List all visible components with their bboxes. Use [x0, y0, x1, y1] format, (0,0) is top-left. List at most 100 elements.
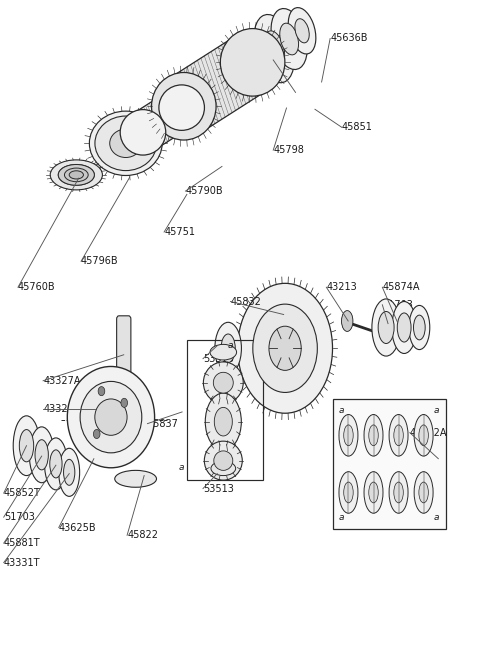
Ellipse shape — [152, 73, 216, 140]
Ellipse shape — [211, 461, 236, 476]
Ellipse shape — [394, 482, 403, 503]
Ellipse shape — [205, 393, 241, 450]
Ellipse shape — [210, 345, 237, 360]
Ellipse shape — [64, 168, 88, 181]
Ellipse shape — [372, 299, 400, 356]
Ellipse shape — [35, 440, 48, 470]
Ellipse shape — [213, 372, 233, 393]
Text: 43327A: 43327A — [43, 376, 81, 386]
Text: 51703: 51703 — [4, 512, 35, 522]
Ellipse shape — [110, 129, 142, 157]
Ellipse shape — [414, 472, 433, 514]
Ellipse shape — [64, 168, 88, 181]
Ellipse shape — [58, 164, 95, 185]
Ellipse shape — [80, 381, 142, 453]
Text: 45798: 45798 — [273, 55, 304, 65]
Text: 45881T: 45881T — [4, 538, 40, 548]
Ellipse shape — [120, 109, 166, 155]
Ellipse shape — [269, 326, 301, 370]
Ellipse shape — [339, 472, 358, 514]
Ellipse shape — [155, 120, 160, 133]
Text: 53513: 53513 — [203, 354, 234, 364]
Ellipse shape — [204, 441, 242, 480]
Ellipse shape — [215, 322, 241, 374]
Text: 45760B: 45760B — [18, 282, 56, 292]
Ellipse shape — [364, 472, 383, 514]
Ellipse shape — [163, 107, 173, 130]
Text: 45852T: 45852T — [4, 488, 41, 498]
Ellipse shape — [288, 8, 316, 54]
Text: 43328: 43328 — [43, 403, 74, 414]
Ellipse shape — [339, 415, 358, 456]
Text: 45636B: 45636B — [330, 33, 368, 43]
Polygon shape — [136, 87, 189, 153]
Text: 45832: 45832 — [230, 297, 262, 307]
Ellipse shape — [295, 19, 309, 43]
Ellipse shape — [95, 116, 156, 170]
Text: 45822: 45822 — [127, 531, 158, 540]
Text: 43625B: 43625B — [59, 523, 96, 533]
Ellipse shape — [254, 14, 294, 83]
Ellipse shape — [342, 311, 352, 331]
Text: a: a — [179, 462, 184, 472]
Ellipse shape — [220, 29, 285, 96]
Ellipse shape — [115, 470, 156, 487]
Ellipse shape — [50, 450, 62, 478]
Polygon shape — [173, 31, 263, 137]
Text: 45851: 45851 — [342, 122, 373, 132]
FancyBboxPatch shape — [333, 399, 446, 529]
Text: 45837: 45837 — [147, 419, 179, 428]
Text: 53513: 53513 — [203, 483, 234, 494]
Ellipse shape — [69, 171, 84, 179]
Ellipse shape — [221, 334, 235, 363]
Ellipse shape — [204, 362, 243, 403]
Ellipse shape — [214, 451, 233, 470]
Text: a: a — [338, 406, 344, 415]
Ellipse shape — [264, 31, 285, 66]
Ellipse shape — [29, 427, 54, 483]
Ellipse shape — [419, 482, 428, 503]
Text: a: a — [433, 513, 439, 521]
Ellipse shape — [238, 284, 333, 413]
Ellipse shape — [271, 9, 307, 69]
Ellipse shape — [369, 482, 378, 503]
Ellipse shape — [58, 164, 95, 185]
Ellipse shape — [342, 310, 353, 331]
Text: a: a — [433, 406, 439, 415]
Ellipse shape — [364, 415, 383, 456]
Ellipse shape — [369, 425, 378, 445]
Text: 45798: 45798 — [273, 145, 304, 155]
Ellipse shape — [394, 425, 403, 445]
Text: 45842A: 45842A — [410, 428, 447, 438]
Ellipse shape — [414, 415, 433, 456]
Text: 45751: 45751 — [164, 227, 195, 237]
Ellipse shape — [413, 315, 425, 340]
Ellipse shape — [13, 416, 40, 476]
Ellipse shape — [45, 438, 67, 490]
Ellipse shape — [63, 459, 75, 485]
Ellipse shape — [159, 85, 204, 130]
Ellipse shape — [253, 304, 317, 392]
Ellipse shape — [397, 313, 411, 342]
Ellipse shape — [409, 305, 430, 350]
Ellipse shape — [67, 366, 155, 468]
Ellipse shape — [389, 472, 408, 514]
Circle shape — [94, 430, 100, 439]
Ellipse shape — [89, 111, 162, 176]
Ellipse shape — [419, 425, 428, 445]
Text: 43331T: 43331T — [4, 557, 40, 568]
Text: 45874A: 45874A — [383, 282, 420, 292]
Text: 45790B: 45790B — [185, 186, 223, 196]
Ellipse shape — [50, 160, 102, 190]
Ellipse shape — [19, 430, 34, 462]
Ellipse shape — [95, 399, 127, 436]
Ellipse shape — [389, 415, 408, 456]
Ellipse shape — [392, 301, 417, 354]
Text: 45796B: 45796B — [81, 256, 119, 266]
Ellipse shape — [378, 312, 394, 343]
Ellipse shape — [214, 407, 232, 436]
FancyBboxPatch shape — [117, 316, 131, 379]
Ellipse shape — [280, 23, 299, 55]
Ellipse shape — [344, 425, 353, 445]
Text: a: a — [338, 513, 344, 521]
